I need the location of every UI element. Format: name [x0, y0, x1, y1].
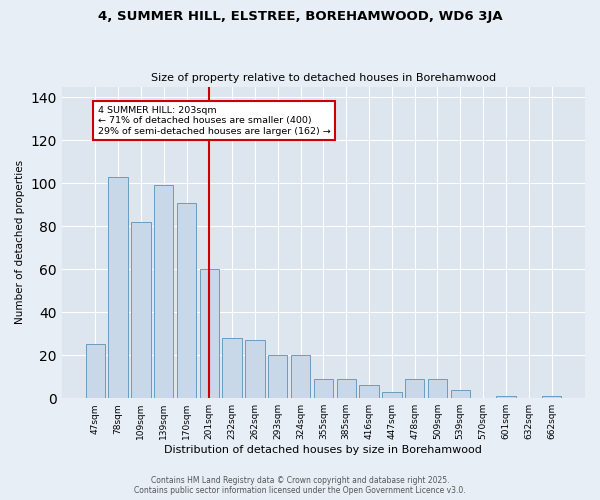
Title: Size of property relative to detached houses in Borehamwood: Size of property relative to detached ho…	[151, 73, 496, 83]
Bar	[451, 390, 470, 398]
Bar	[337, 379, 356, 398]
Bar	[131, 222, 151, 398]
Bar	[314, 379, 333, 398]
Y-axis label: Number of detached properties: Number of detached properties	[15, 160, 25, 324]
Bar	[109, 177, 128, 398]
Bar	[245, 340, 265, 398]
Bar	[154, 186, 173, 398]
X-axis label: Distribution of detached houses by size in Borehamwood: Distribution of detached houses by size …	[164, 445, 482, 455]
Bar	[291, 355, 310, 398]
Bar	[223, 338, 242, 398]
Text: 4 SUMMER HILL: 203sqm
← 71% of detached houses are smaller (400)
29% of semi-det: 4 SUMMER HILL: 203sqm ← 71% of detached …	[98, 106, 331, 136]
Bar	[86, 344, 105, 398]
Bar	[428, 379, 447, 398]
Bar	[496, 396, 515, 398]
Bar	[268, 355, 287, 398]
Bar	[542, 396, 561, 398]
Bar	[200, 269, 219, 398]
Bar	[359, 386, 379, 398]
Text: 4, SUMMER HILL, ELSTREE, BOREHAMWOOD, WD6 3JA: 4, SUMMER HILL, ELSTREE, BOREHAMWOOD, WD…	[98, 10, 502, 23]
Bar	[405, 379, 424, 398]
Bar	[382, 392, 401, 398]
Text: Contains HM Land Registry data © Crown copyright and database right 2025.
Contai: Contains HM Land Registry data © Crown c…	[134, 476, 466, 495]
Bar	[177, 202, 196, 398]
